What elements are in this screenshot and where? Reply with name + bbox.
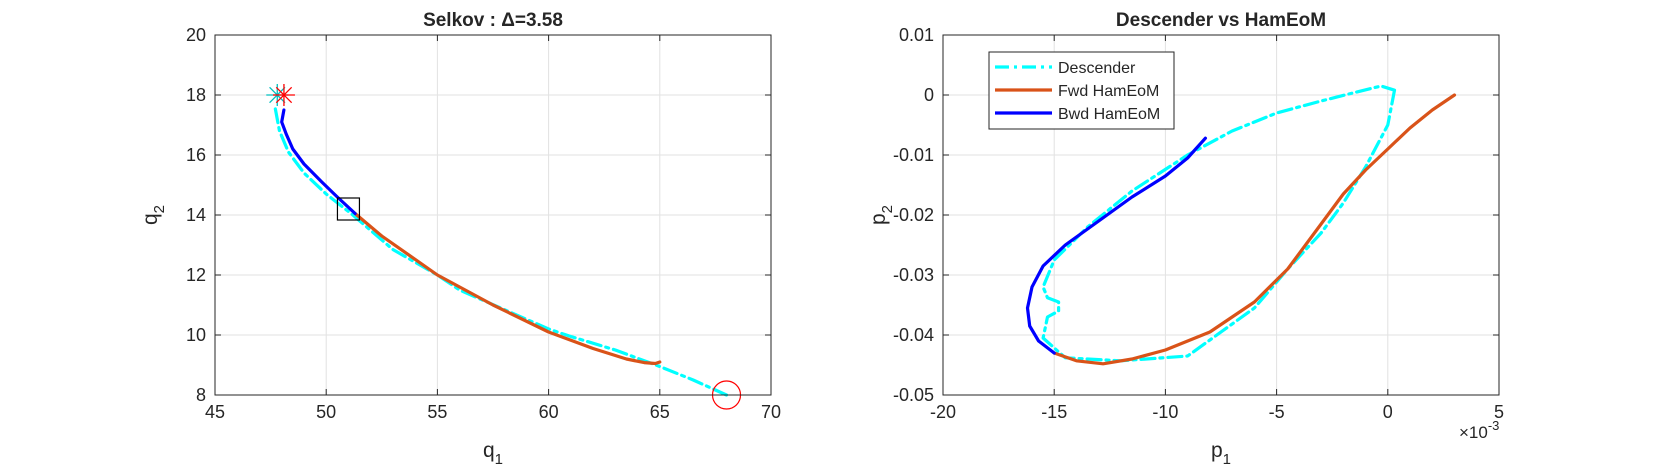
x-tick-label: 70 [761,402,781,422]
y-axis-label: p2 [867,205,896,225]
x-tick-label: 5 [1494,402,1504,422]
y-axis-label: q2 [139,205,168,225]
x-exponent-label: ×10-3 [1459,418,1499,442]
y-tick-label: -0.01 [893,145,934,165]
selkov-q-plot: 45 50 55 60 65 70 8 10 12 14 16 18 20 Selkov : Δ=3.58… [139,10,781,468]
series-line-descender [1041,84,1397,363]
x-tick-label: -10 [1152,402,1178,422]
y-tick-label: 8 [196,385,206,405]
x-tick-label: 65 [650,402,670,422]
square-marker [336,197,361,221]
y-tick-label: 0 [924,85,934,105]
descender-vs-hameom-plot: -20 -15 -10 -5 0 5 -0.05 -0.04 -0.03 -0.02 -0.01 0 0… [867,10,1504,468]
y-tick-label: 10 [186,325,206,345]
y-tick-label: 14 [186,205,206,225]
y-tick-label: -0.04 [893,325,934,345]
series-line-bwd [1025,136,1208,355]
x-tick-label: 50 [316,402,336,422]
x-tick-label: 55 [427,402,447,422]
x-tick-label: 45 [205,402,225,422]
y-tick-label: -0.05 [893,385,934,405]
y-tick-label: -0.03 [893,265,934,285]
x-tick-label: 60 [539,402,559,422]
x-axis-label: q1 [483,439,503,468]
x-tick-label: -20 [930,402,956,422]
y-tick-label: 12 [186,265,206,285]
x-tick-label: -5 [1269,402,1285,422]
y-tick-label: 0.01 [899,25,934,45]
chart-title: Descender vs HamEoM [1116,10,1326,31]
legend-label: Descender [1058,60,1136,77]
x-tick-label: -15 [1041,402,1067,422]
legend-label: Fwd HamEoM [1058,83,1159,100]
y-tick-label: 16 [186,145,206,165]
series-line-fwd [353,211,662,366]
chart-title: Selkov : Δ=3.58 [423,10,563,31]
series-line-fwd [1052,93,1457,366]
series-line-bwd [280,108,357,216]
x-tick-label: 0 [1383,402,1393,422]
legend: Descender Fwd HamEoM Bwd HamEoM [988,51,1175,130]
legend-label: Bwd HamEoM [1058,106,1160,123]
y-tick-label: -0.02 [893,205,934,225]
y-tick-label: 18 [186,85,206,105]
asterisk-marker [272,84,295,106]
x-axis-label: p1 [1211,439,1231,468]
y-tick-label: 20 [186,25,206,45]
